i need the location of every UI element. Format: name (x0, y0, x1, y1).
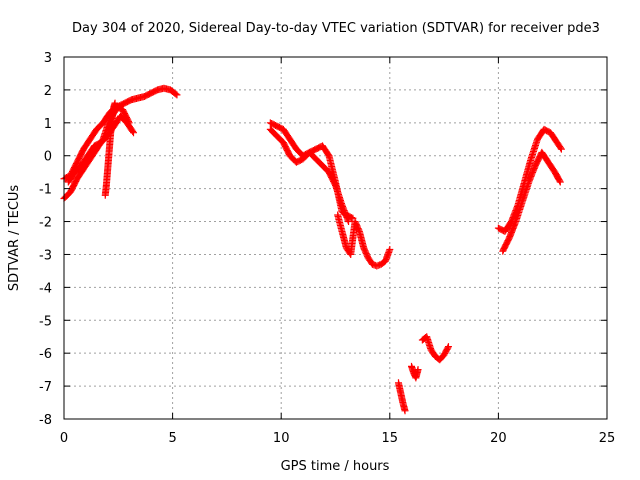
y-tick-label: 3 (44, 51, 52, 66)
x-tick-label: 25 (599, 431, 616, 446)
x-tick-label: 5 (168, 431, 176, 446)
data-point (130, 129, 138, 137)
y-tick-label: -5 (39, 314, 52, 329)
x-tick-label: 20 (490, 431, 507, 446)
y-tick-label: 1 (44, 117, 52, 132)
y-tick-label: -2 (39, 216, 52, 231)
y-tick-label: -1 (39, 183, 52, 198)
y-tick-label: 2 (44, 84, 52, 99)
y-tick-label: -4 (39, 281, 52, 296)
x-tick-label: 0 (60, 431, 68, 446)
y-tick-label: -8 (39, 413, 52, 428)
data-point (172, 90, 180, 98)
data-point (111, 99, 119, 107)
x-tick-label: 10 (273, 431, 290, 446)
data-point (557, 145, 565, 153)
grid-lines (64, 57, 607, 419)
data-point (173, 91, 181, 99)
data-point (444, 344, 452, 352)
data-point (556, 178, 564, 186)
x-axis-label: GPS time / hours (281, 459, 390, 474)
data-point (345, 218, 353, 226)
data-point (557, 144, 565, 152)
data-point (556, 177, 564, 185)
y-tick-label: -6 (39, 347, 52, 362)
data-points (60, 84, 565, 415)
x-tick-label: 15 (382, 431, 399, 446)
y-axis-label: SDTVAR / TECUs (7, 185, 22, 292)
data-point (129, 127, 137, 135)
y-tick-label: -7 (39, 380, 52, 395)
data-point (444, 343, 452, 351)
y-tick-label: -3 (39, 248, 52, 263)
data-point (386, 246, 394, 254)
chart-title: Day 304 of 2020, Sidereal Day-to-day VTE… (72, 21, 600, 36)
data-point (401, 407, 409, 415)
data-point (414, 366, 422, 374)
y-tick-label: 0 (44, 150, 52, 165)
axis-ticks: 0 5 10 15 20 25 -8 -7 -6 -5 -4 -3 -2 -1 0 1 2 3 (39, 51, 615, 446)
plot-frame (63, 56, 608, 420)
